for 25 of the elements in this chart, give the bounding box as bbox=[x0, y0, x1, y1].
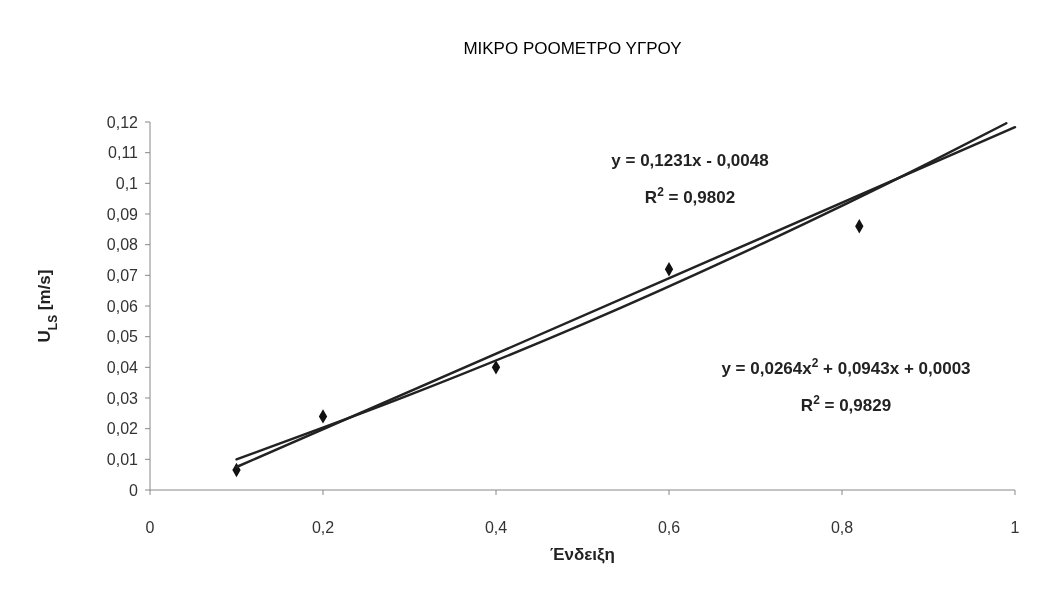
annotation: R$^{2}$ = 0,9829 bbox=[800, 393, 892, 415]
y-tick-label: 0,01 bbox=[106, 450, 139, 468]
y-tick-label: 0 bbox=[129, 481, 139, 499]
annotation: y = 0,1231x - 0,0048 bbox=[611, 151, 769, 170]
chart-title: ΜΙΚΡΟ ΡΟΟΜΕΤΡΟ ΥΓΡΟΥ bbox=[463, 39, 682, 58]
x-tick-label: 0,2 bbox=[311, 519, 335, 536]
y-tick-label: 0,03 bbox=[106, 389, 139, 407]
x-tick-label: 0,4 bbox=[484, 519, 508, 536]
x-axis-title: Ένδειξη bbox=[549, 545, 616, 564]
annotation: y = 0,0264x$^{2}$ + 0,0943x + 0,0003 bbox=[721, 356, 971, 378]
x-tick-label: 0,8 bbox=[830, 519, 854, 536]
y-tick-label: 0,05 bbox=[106, 328, 139, 346]
y-tick-label: 0,12 bbox=[106, 113, 139, 131]
y-tick-label: 0,06 bbox=[106, 297, 139, 315]
x-tick-label: 0 bbox=[145, 519, 155, 536]
y-tick-label: 0,09 bbox=[106, 205, 139, 223]
y-tick-label: 0,11 bbox=[108, 144, 139, 162]
y-tick-label: 0,02 bbox=[106, 420, 139, 438]
y-tick-label: 0,08 bbox=[106, 236, 139, 254]
x-tick-label: 1 bbox=[1010, 519, 1020, 536]
y-tick-label: 0,07 bbox=[106, 266, 139, 284]
y-tick-label: 0,04 bbox=[106, 358, 139, 376]
x-tick-label: 0,6 bbox=[657, 519, 681, 536]
annotation: R$^{2}$ = 0,9802 bbox=[644, 185, 736, 207]
y-tick-label: 0,1 bbox=[115, 174, 139, 192]
